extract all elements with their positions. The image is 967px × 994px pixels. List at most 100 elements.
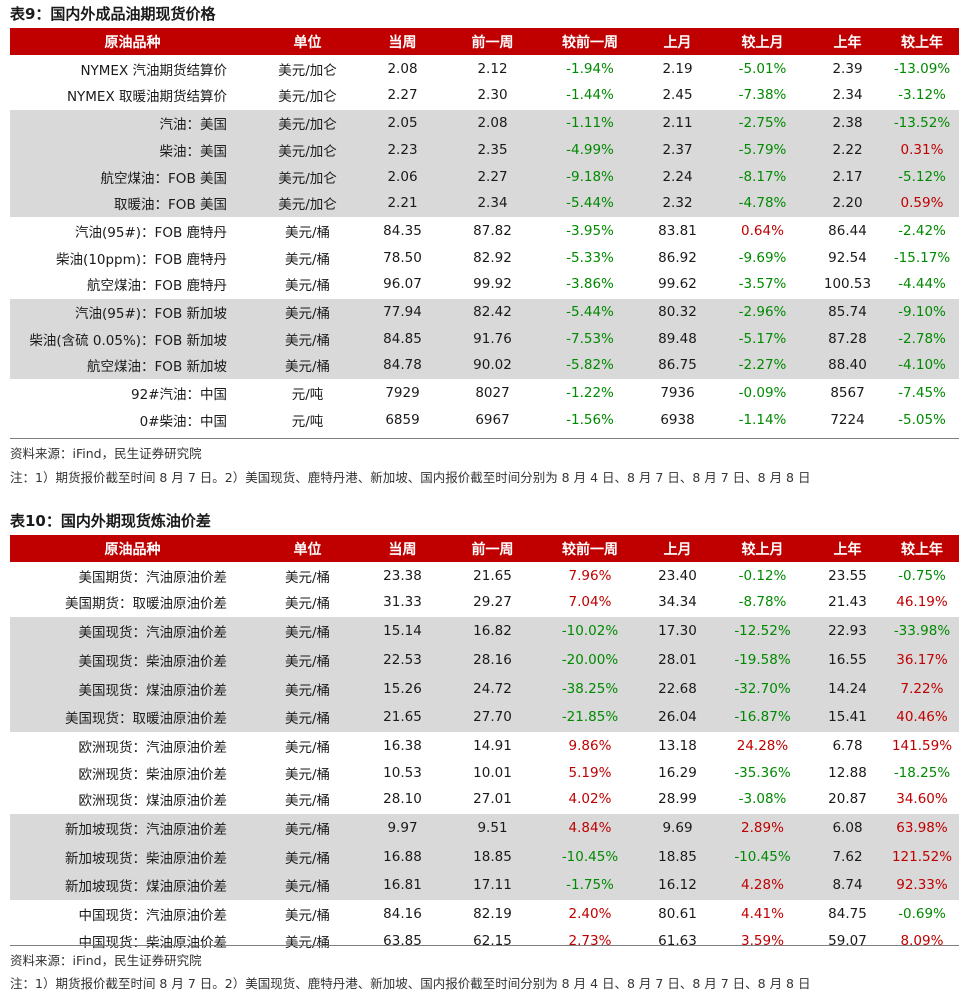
current-week-cell: 10.53: [383, 764, 422, 781]
table-10-title: 表10：国内外期现货炼油价差: [10, 512, 211, 530]
last-month-cell: 80.61: [640, 899, 715, 927]
previous-week-cell: 82.19: [445, 899, 540, 927]
header-product-name: 原油品种: [10, 535, 255, 562]
table-9-bottom-rule: [10, 438, 959, 439]
unit-cell: 美元/加仑: [255, 190, 360, 217]
header-year-change: 较上年: [885, 535, 959, 562]
month-change-cell: -8.17%: [715, 163, 810, 190]
last-month-cell: 2.11: [640, 108, 715, 136]
product-name-cell: 美国现货：柴油原油价差: [10, 645, 255, 674]
current-week-cell: 31.33: [383, 594, 422, 611]
last-month-cell: 2.24: [640, 163, 715, 190]
last-month-cell: 16.29: [658, 764, 697, 781]
unit-cell: 元/吨: [291, 413, 324, 430]
last-year-cell: 23.55: [828, 567, 867, 584]
unit-cell: 美元/加仑: [255, 136, 360, 163]
year-change-cell: 40.46%: [885, 703, 959, 732]
product-name-cell: NYMEX 汽油期货结算价: [80, 62, 227, 79]
header-last-year: 上年: [810, 535, 885, 562]
month-change-cell: 0.64%: [715, 216, 810, 244]
header-month-change: 较上月: [715, 535, 810, 562]
previous-week-cell: 21.65: [473, 567, 512, 584]
year-change-cell: 141.59%: [885, 731, 959, 759]
month-change-cell: -0.09%: [715, 378, 810, 406]
header-year-change: 较上年: [885, 28, 959, 55]
current-week-cell: 84.35: [360, 216, 445, 244]
week-change-cell: -3.95%: [540, 216, 640, 244]
table-10-note: 注：1）期货报价截至时间 8 月 7 日。2）美国现货、鹿特丹港、新加坡、国内报…: [10, 976, 811, 991]
current-week-cell: 2.21: [360, 190, 445, 217]
unit-cell: 美元/桶: [284, 766, 331, 783]
product-name-cell: 汽油(95#)：FOB 新加坡: [10, 297, 255, 325]
product-name-cell: 中国现货：柴油原油价差: [78, 934, 228, 951]
unit-cell: 美元/加仑: [278, 89, 337, 106]
last-month-cell: 86.92: [658, 249, 697, 266]
last-year-cell: 7224: [830, 411, 865, 428]
year-change-cell: -15.17%: [893, 249, 951, 266]
table-9-title: 表9：国内外成品油期现货价格: [10, 5, 216, 23]
product-name-cell: 欧洲现货：柴油原油价差: [78, 766, 228, 783]
last-year-cell: 8.74: [810, 871, 885, 900]
previous-week-cell: 24.72: [445, 674, 540, 703]
table-row: 柴油：美国 美元/加仑 2.23 2.35 -4.99% 2.37 -5.79% 2.22 0.…: [10, 136, 959, 163]
previous-week-cell: 28.16: [445, 645, 540, 674]
table-row: 柴油(10ppm)：FOB 鹿特丹 美元/桶 78.50 82.92 -5.33% 86.…: [10, 244, 959, 271]
product-name-cell: 美国现货：取暖油原油价差: [10, 703, 255, 732]
product-name-cell: 柴油(10ppm)：FOB 鹿特丹: [56, 251, 227, 268]
current-week-cell: 22.53: [360, 645, 445, 674]
unit-cell: 美元/桶: [255, 615, 360, 645]
product-name-cell: 取暖油：FOB 美国: [10, 190, 255, 217]
last-month-cell: 23.40: [658, 567, 697, 584]
last-month-cell: 17.30: [640, 615, 715, 645]
last-year-cell: 84.75: [810, 899, 885, 927]
current-week-cell: 78.50: [383, 249, 422, 266]
unit-cell: 美元/桶: [255, 216, 360, 244]
current-week-cell: 2.05: [360, 108, 445, 136]
last-month-cell: 6938: [660, 411, 695, 428]
current-week-cell: 15.26: [360, 674, 445, 703]
year-change-cell: 92.33%: [885, 871, 959, 900]
current-week-cell: 21.65: [360, 703, 445, 732]
header-current-week: 当周: [360, 28, 445, 55]
month-change-cell: -3.57%: [738, 276, 787, 293]
last-month-cell: 2.45: [662, 87, 693, 104]
week-change-cell: -5.82%: [540, 352, 640, 379]
last-year-cell: 88.40: [810, 352, 885, 379]
table-row: 汽油(95#)：FOB 新加坡 美元/桶 77.94 82.42 -5.44% 80.32…: [10, 297, 959, 325]
unit-cell: 美元/桶: [255, 674, 360, 703]
year-change-cell: -0.75%: [898, 567, 946, 584]
current-week-cell: 84.78: [360, 352, 445, 379]
header-month-change: 较上月: [715, 28, 810, 55]
table-row: 92#汽油：中国 元/吨 7929 8027 -1.22% 7936 -0.09% 8567-…: [10, 378, 959, 406]
last-month-cell: 89.48: [640, 325, 715, 352]
unit-cell: 美元/桶: [255, 899, 360, 927]
last-month-cell: 2.37: [640, 136, 715, 163]
table-9-header-row: 原油品种 单位 当周 前一周 较前一周 上月 较上月 上年 较上年: [10, 28, 959, 55]
last-year-cell: 92.54: [828, 249, 867, 266]
month-change-cell: 4.41%: [715, 899, 810, 927]
table-row: 航空煤油：FOB 鹿特丹 美元/桶 96.07 99.92 -3.86% 99.62 -3.…: [10, 271, 959, 298]
month-change-cell: -19.58%: [715, 645, 810, 674]
month-change-cell: -1.14%: [738, 411, 787, 428]
current-week-cell: 77.94: [360, 297, 445, 325]
table-row: 取暖油：FOB 美国 美元/加仑 2.21 2.34 -5.44% 2.32 -4.78% 2…: [10, 190, 959, 217]
header-current-week: 当周: [360, 535, 445, 562]
last-year-cell: 21.43: [828, 594, 867, 611]
week-change-cell: -10.02%: [540, 615, 640, 645]
week-change-cell: -1.11%: [540, 108, 640, 136]
year-change-cell: 7.22%: [885, 674, 959, 703]
last-month-cell: 2.19: [662, 60, 693, 77]
previous-week-cell: 82.92: [473, 249, 512, 266]
previous-week-cell: 16.82: [445, 615, 540, 645]
previous-week-cell: 82.42: [445, 297, 540, 325]
product-name-cell: 柴油：美国: [10, 136, 255, 163]
last-year-cell: 2.22: [810, 136, 885, 163]
week-change-cell: 7.96%: [568, 567, 612, 584]
table-row: 中国现货：汽油原油价差 美元/桶 84.16 82.19 2.40% 80.61 4.41%…: [10, 899, 959, 927]
month-change-cell: -3.08%: [738, 791, 787, 808]
product-name-cell: 航空煤油：FOB 美国: [10, 163, 255, 190]
previous-week-cell: 29.27: [473, 594, 512, 611]
product-name-cell: 汽油(95#)：FOB 鹿特丹: [10, 216, 255, 244]
table-row: 美国期货：取暖油原油价差 美元/桶 31.33 29.27 7.04% 34.34 -8.7…: [10, 589, 959, 616]
year-change-cell: -5.05%: [898, 411, 946, 428]
